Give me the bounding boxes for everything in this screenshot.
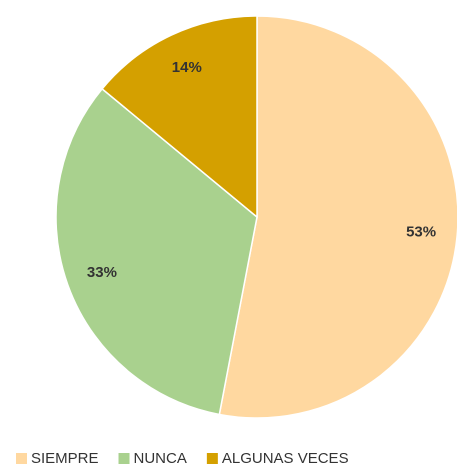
legend-label: NUNCA	[134, 450, 187, 467]
legend-swatch	[118, 453, 130, 464]
legend-swatch	[16, 453, 27, 464]
legend-label: ALGUNAS VECES	[222, 450, 349, 467]
pie-slice	[55, 87, 258, 416]
legend-label: SIEMPRE	[31, 450, 99, 467]
data-label: 33%	[87, 264, 117, 281]
data-label: 14%	[172, 59, 202, 76]
pie-slice	[101, 15, 258, 219]
data-label: 53%	[406, 223, 436, 240]
legend-swatch	[206, 453, 218, 464]
pie-slice	[218, 15, 457, 419]
